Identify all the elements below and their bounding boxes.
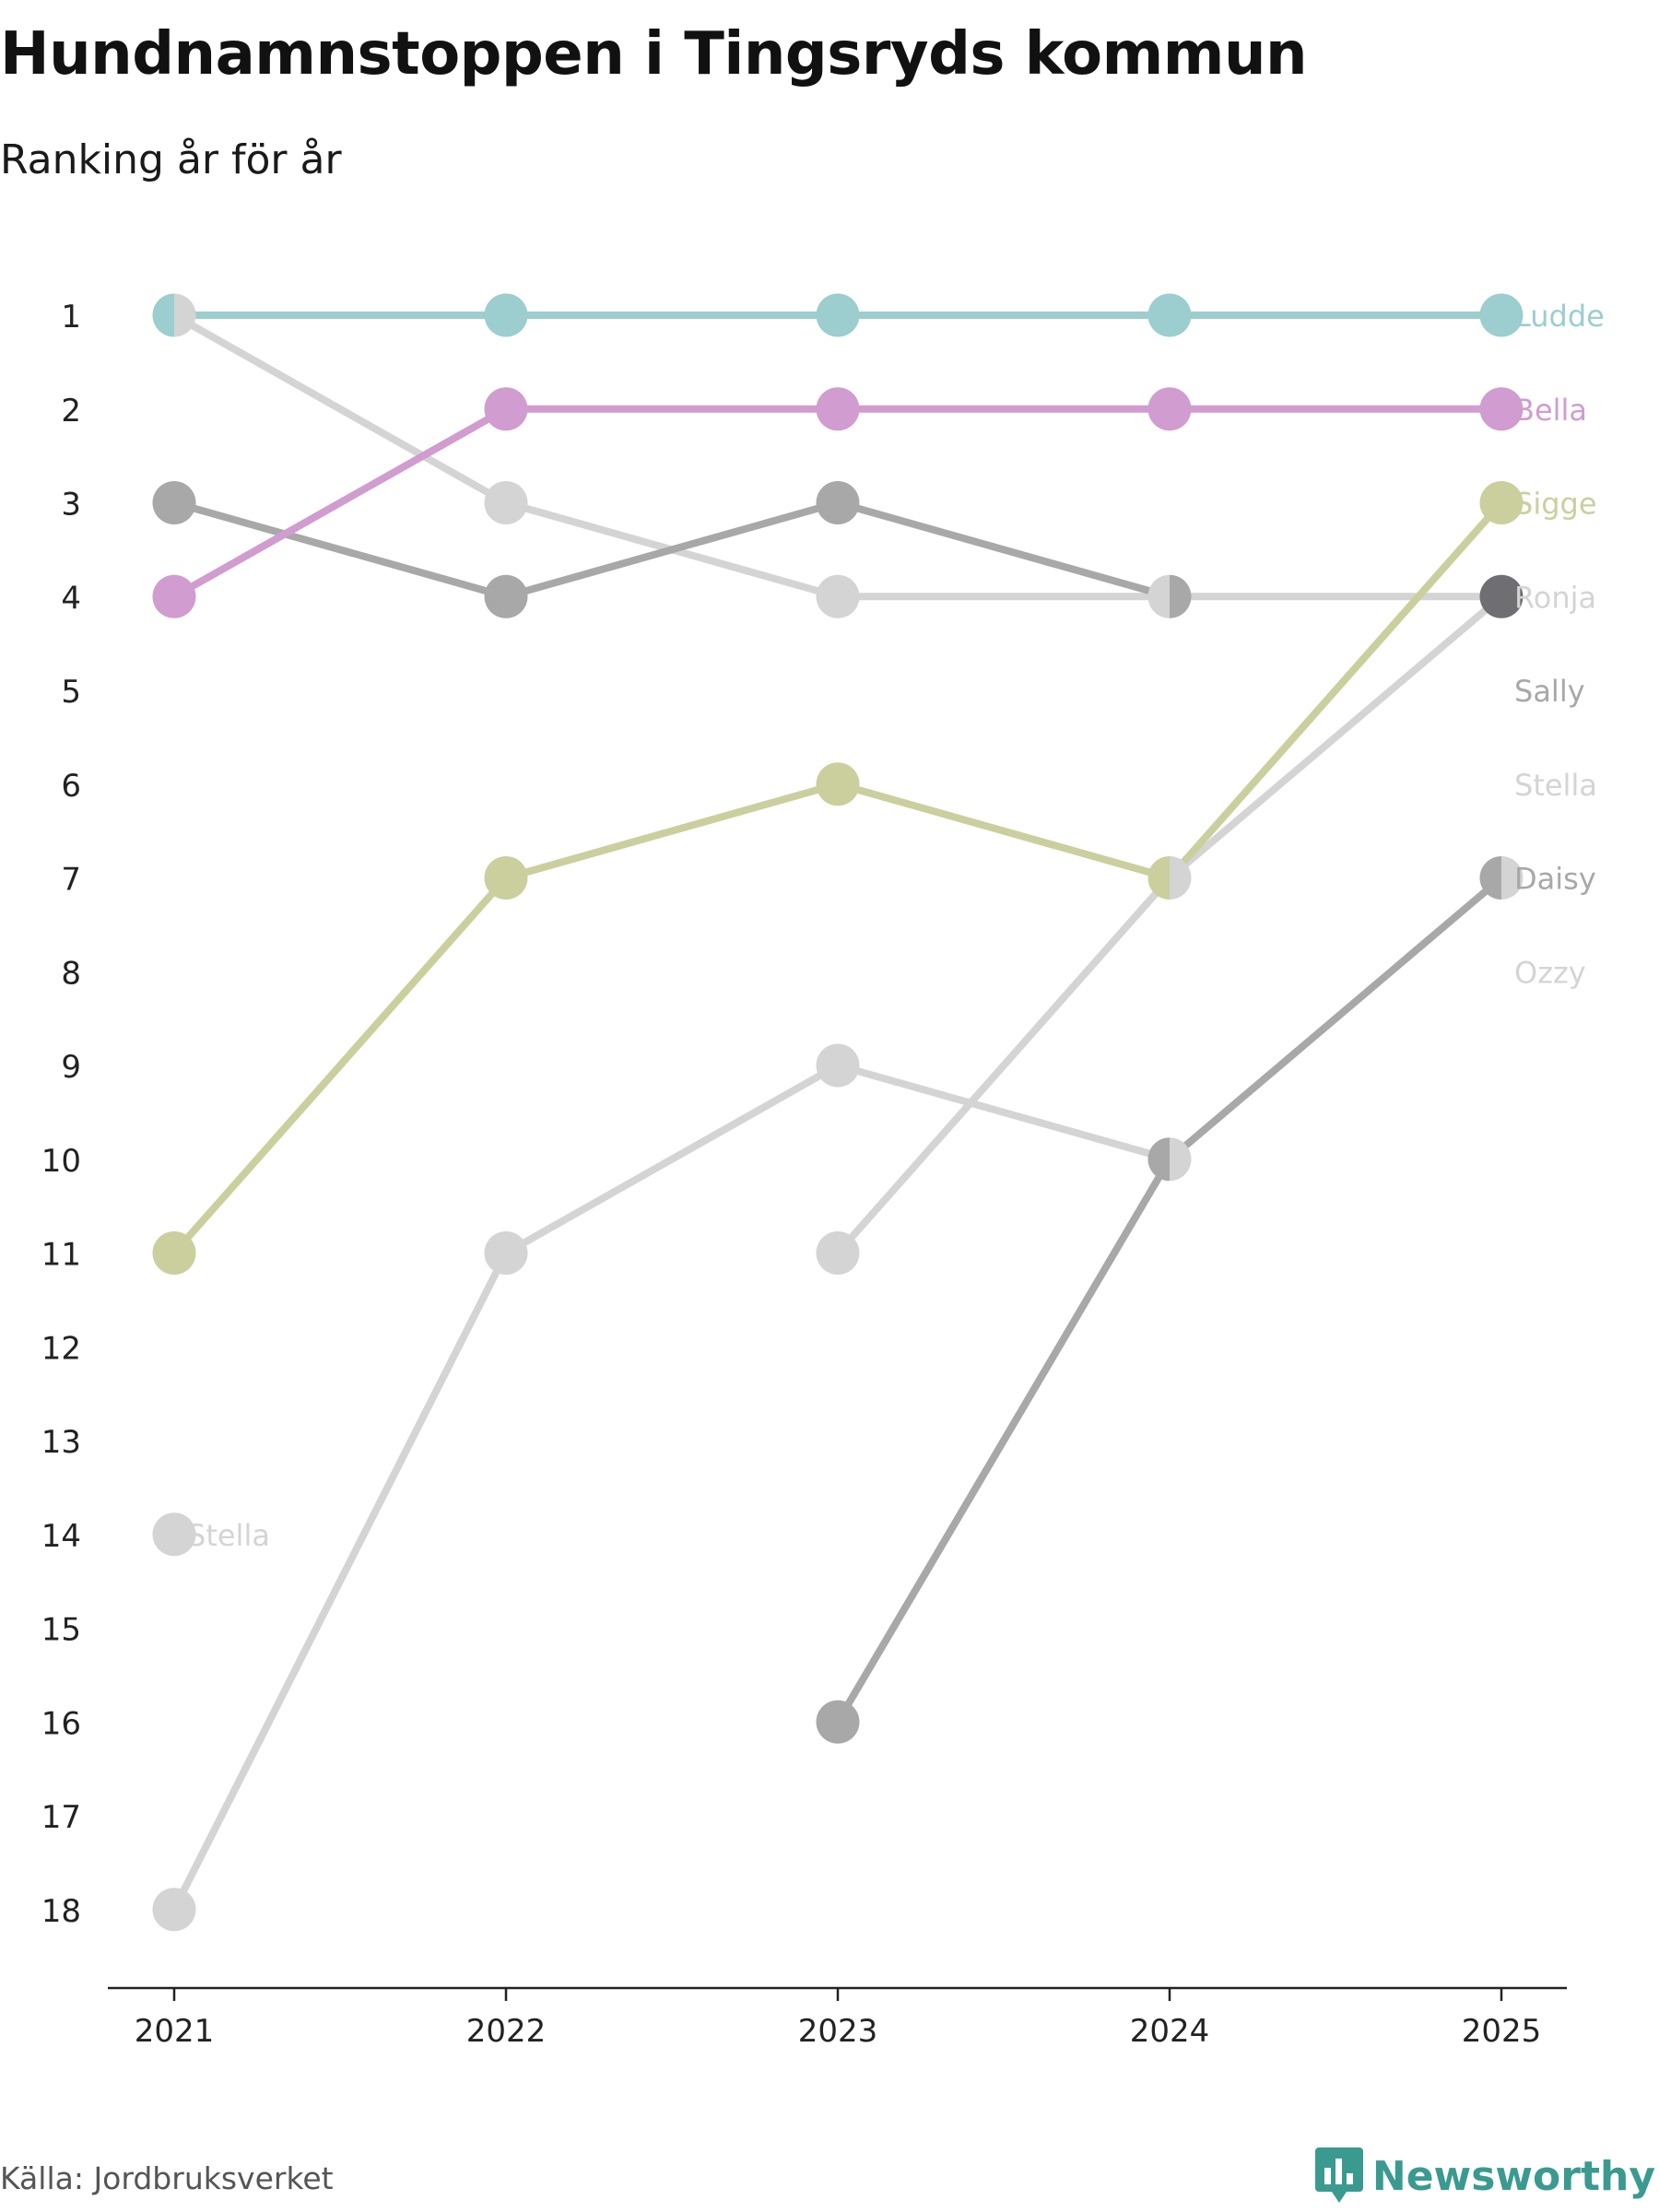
point-sigge — [152, 1231, 196, 1275]
y-tick-label: 12 — [41, 1330, 81, 1367]
point-ludde — [484, 293, 528, 337]
point-daisy — [484, 574, 528, 618]
point-marker — [152, 1512, 196, 1557]
source-note: Källa: Jordbruksverket — [0, 2160, 334, 2196]
end-label-ozzy: Ozzy — [1514, 955, 1586, 990]
y-tick-label: 16 — [41, 1705, 81, 1742]
point-marker-left-half — [1147, 856, 1170, 900]
point-bella — [816, 387, 860, 431]
y-tick-label: 2 — [61, 393, 81, 429]
point-sigge — [1479, 481, 1524, 524]
y-tick-label: 8 — [61, 955, 81, 992]
x-tick-label: 2023 — [798, 2013, 878, 2050]
point-daisy — [152, 481, 196, 524]
x-tick-label: 2025 — [1462, 2013, 1542, 2050]
end-label-ronja: Ronja — [1514, 580, 1596, 615]
point-marker-left-half — [152, 293, 174, 337]
chart-title: Hundnamnstoppen i Tingsryds kommun — [0, 20, 1308, 88]
y-tick-label: 18 — [41, 1893, 81, 1930]
point-bella — [1479, 387, 1524, 431]
y-tick-label: 17 — [41, 1799, 81, 1836]
series-line-daisy — [171, 499, 1173, 601]
point-sigge — [484, 856, 528, 900]
series-points — [152, 293, 1524, 1932]
point-ludde — [1147, 293, 1192, 337]
point-ozzy — [152, 1888, 196, 1932]
x-tick-label: 2021 — [135, 2013, 215, 2050]
point-ozzy — [484, 1231, 528, 1275]
y-tick-label: 5 — [61, 674, 81, 711]
y-tick-label: 13 — [41, 1424, 81, 1461]
end-label-stella: Stella — [1514, 768, 1597, 803]
chart-subtitle: Ranking år för år — [0, 136, 342, 183]
point-marker-left-half — [1479, 856, 1501, 900]
point-marker — [1479, 574, 1524, 618]
end-label-sigge: Sigge — [1514, 487, 1597, 522]
series-line-ozzy — [171, 1062, 1173, 1913]
point-marker-right-half — [1170, 856, 1192, 900]
end-label-ludde: Ludde — [1514, 299, 1605, 334]
y-tick-label: 1 — [61, 299, 81, 335]
point-marker-right-half — [1170, 1137, 1192, 1182]
point-stella — [816, 1231, 860, 1275]
end-label-daisy: Daisy — [1514, 862, 1596, 897]
y-tick-label: 14 — [41, 1518, 81, 1555]
newsworthy-logo-icon — [1314, 2147, 1363, 2203]
point-marker-right-half — [174, 293, 196, 337]
y-tick-label: 11 — [41, 1237, 81, 1274]
x-axis-ticks: 2021 2022 2023 2024 2025 — [135, 1988, 1542, 2050]
end-label-sally: Sally — [1514, 674, 1585, 709]
y-tick-label: 15 — [41, 1612, 81, 1649]
x-tick-label: 2022 — [466, 2013, 547, 2050]
point-bella — [1147, 387, 1192, 431]
point-marker-right-half — [1170, 574, 1192, 618]
point-marker-right-half — [1501, 856, 1524, 900]
y-tick-label: 4 — [61, 580, 81, 617]
point-sally — [816, 574, 860, 618]
y-tick-label: 3 — [61, 487, 81, 524]
point-bella — [152, 574, 196, 618]
series-lines — [171, 312, 1505, 1913]
point-ludde — [1479, 293, 1524, 337]
point-ozzy — [816, 1043, 860, 1088]
point-sally — [484, 481, 528, 524]
y-tick-label: 10 — [41, 1143, 81, 1180]
series-line-sally — [171, 312, 1505, 601]
point-marker-left-half — [1147, 1137, 1170, 1182]
end-labels: Ludde Bella Sigge Ronja Sally Stella Daisy Ozzy… — [187, 299, 1605, 1553]
point-ludde — [816, 293, 860, 337]
point-daisy — [816, 481, 860, 524]
brand-name: Newsworthy — [1371, 2152, 1655, 2200]
series-line-daisy — [834, 874, 1505, 1726]
y-tick-label: 9 — [61, 1049, 81, 1086]
newsworthy-brand[interactable]: Newsworthy — [1314, 2147, 1655, 2205]
y-tick-label: 7 — [61, 862, 81, 899]
point-sigge — [816, 762, 860, 806]
point-daisy — [816, 1700, 860, 1744]
y-tick-label: 6 — [61, 768, 81, 805]
end-label-bella: Bella — [1514, 393, 1587, 428]
point-bella — [484, 387, 528, 431]
x-tick-label: 2024 — [1130, 2013, 1210, 2050]
point-marker-left-half — [1147, 574, 1170, 618]
annotation-label: Stella — [187, 1518, 270, 1553]
